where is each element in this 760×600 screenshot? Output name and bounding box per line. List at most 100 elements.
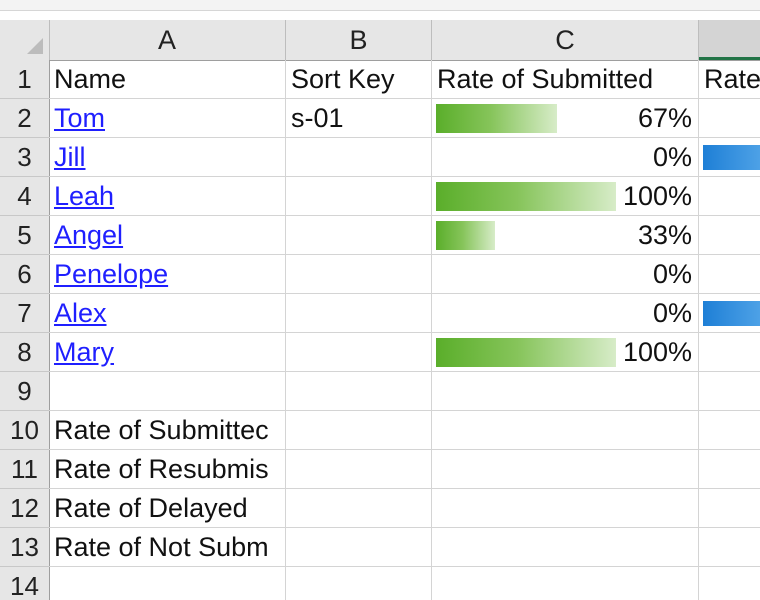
row-header-8[interactable]: 8 xyxy=(0,333,49,372)
column-header-bar xyxy=(0,20,760,61)
cell-a1[interactable]: Name xyxy=(49,60,286,99)
cell-c8[interactable]: 100% xyxy=(432,333,699,372)
cell-d6[interactable] xyxy=(699,255,760,294)
cell-a4[interactable]: Leah xyxy=(49,177,286,216)
cell-d12[interactable] xyxy=(699,489,760,528)
cell-b3[interactable] xyxy=(286,138,432,177)
cell-b14[interactable] xyxy=(286,567,432,600)
cell-a9[interactable] xyxy=(49,372,286,411)
cell-c13[interactable] xyxy=(432,528,699,567)
row-header-10[interactable]: 10 xyxy=(0,411,49,450)
cell-d9[interactable] xyxy=(699,372,760,411)
cell-d14[interactable] xyxy=(699,567,760,600)
grid-row: 10 Rate of Submittec xyxy=(0,411,760,450)
person-name-link[interactable]: Angel xyxy=(54,219,124,250)
row-header-12[interactable]: 12 xyxy=(0,489,49,528)
cell-a5[interactable]: Angel xyxy=(49,216,286,255)
row-header-1[interactable]: 1 xyxy=(0,60,49,99)
data-bar xyxy=(436,182,616,211)
cell-c12[interactable] xyxy=(432,489,699,528)
cell-c4[interactable]: 100% xyxy=(432,177,699,216)
grid-row: 2 Tom s-01 67% xyxy=(0,99,760,138)
column-header-b[interactable]: B xyxy=(286,20,432,60)
person-name-link[interactable]: Tom xyxy=(54,102,106,133)
row-header-13[interactable]: 13 xyxy=(0,528,49,567)
rate-percent: 100% xyxy=(622,336,692,367)
cell-a3[interactable]: Jill xyxy=(49,138,286,177)
cell-b4[interactable] xyxy=(286,177,432,216)
cell-a7[interactable]: Alex xyxy=(49,294,286,333)
cell-b11[interactable] xyxy=(286,450,432,489)
cell-b6[interactable] xyxy=(286,255,432,294)
cell-a6[interactable]: Penelope xyxy=(49,255,286,294)
rate-percent: 0% xyxy=(652,258,692,289)
row-header-column xyxy=(0,60,50,600)
row-header-5[interactable]: 5 xyxy=(0,216,49,255)
cell-d8[interactable] xyxy=(699,333,760,372)
cell-c9[interactable] xyxy=(432,372,699,411)
row-header-7[interactable]: 7 xyxy=(0,294,49,333)
cell-d3[interactable] xyxy=(699,138,760,177)
row-header-2[interactable]: 2 xyxy=(0,99,49,138)
cell-a2[interactable]: Tom xyxy=(49,99,286,138)
cell-c7[interactable]: 0% xyxy=(432,294,699,333)
cell-c11[interactable] xyxy=(432,450,699,489)
select-all-corner[interactable] xyxy=(0,20,50,60)
column-header-a[interactable]: A xyxy=(49,20,286,60)
cell-b9[interactable] xyxy=(286,372,432,411)
cell-c3[interactable]: 0% xyxy=(432,138,699,177)
grid-row: 5 Angel 33% xyxy=(0,216,760,255)
header-label: Name xyxy=(54,63,127,94)
cell-c10[interactable] xyxy=(432,411,699,450)
grid-row: 6 Penelope 0% xyxy=(0,255,760,294)
cell-c1[interactable]: Rate of Submitted xyxy=(432,60,699,99)
summary-label: Rate of Delayed xyxy=(54,492,248,523)
cell-d7[interactable] xyxy=(699,294,760,333)
cell-b7[interactable] xyxy=(286,294,432,333)
cell-b13[interactable] xyxy=(286,528,432,567)
cell-d2[interactable] xyxy=(699,99,760,138)
person-name-link[interactable]: Leah xyxy=(54,180,115,211)
cell-d11[interactable] xyxy=(699,450,760,489)
cell-c5[interactable]: 33% xyxy=(432,216,699,255)
person-name-link[interactable]: Penelope xyxy=(54,258,169,289)
cell-b1[interactable]: Sort Key xyxy=(286,60,432,99)
rate-percent: 100% xyxy=(622,180,692,211)
cell-d13[interactable] xyxy=(699,528,760,567)
cell-a10[interactable]: Rate of Submittec xyxy=(49,411,286,450)
person-name-link[interactable]: Mary xyxy=(54,336,114,367)
row-header-14[interactable]: 14 xyxy=(0,567,49,600)
summary-label: Rate of Not Subm xyxy=(54,531,269,562)
cell-c14[interactable] xyxy=(432,567,699,600)
cell-d1[interactable]: Rate xyxy=(699,60,760,99)
cell-b8[interactable] xyxy=(286,333,432,372)
row-header-4[interactable]: 4 xyxy=(0,177,49,216)
cell-b5[interactable] xyxy=(286,216,432,255)
cell-d4[interactable] xyxy=(699,177,760,216)
header-label: Sort Key xyxy=(291,63,395,94)
row-header-3[interactable]: 3 xyxy=(0,138,49,177)
row-header-11[interactable]: 11 xyxy=(0,450,49,489)
cell-c2[interactable]: 67% xyxy=(432,99,699,138)
cell-a8[interactable]: Mary xyxy=(49,333,286,372)
person-name-link[interactable]: Alex xyxy=(54,297,107,328)
grid-row: 1 Name Sort Key Rate of Submitted Rate xyxy=(0,60,760,99)
cell-c6[interactable]: 0% xyxy=(432,255,699,294)
cell-a13[interactable]: Rate of Not Subm xyxy=(49,528,286,567)
cell-d5[interactable] xyxy=(699,216,760,255)
cell-b2[interactable]: s-01 xyxy=(286,99,432,138)
cell-a12[interactable]: Rate of Delayed xyxy=(49,489,286,528)
cell-a14[interactable] xyxy=(49,567,286,600)
person-name-link[interactable]: Jill xyxy=(54,141,86,172)
column-header-d[interactable] xyxy=(699,20,760,60)
column-header-c[interactable]: C xyxy=(432,20,699,60)
cell-a11[interactable]: Rate of Resubmis xyxy=(49,450,286,489)
row-header-6[interactable]: 6 xyxy=(0,255,49,294)
cell-b10[interactable] xyxy=(286,411,432,450)
cell-d10[interactable] xyxy=(699,411,760,450)
rate-percent: 33% xyxy=(637,219,692,250)
cell-b12[interactable] xyxy=(286,489,432,528)
data-bar-blue xyxy=(703,301,760,326)
row-header-9[interactable]: 9 xyxy=(0,372,49,411)
